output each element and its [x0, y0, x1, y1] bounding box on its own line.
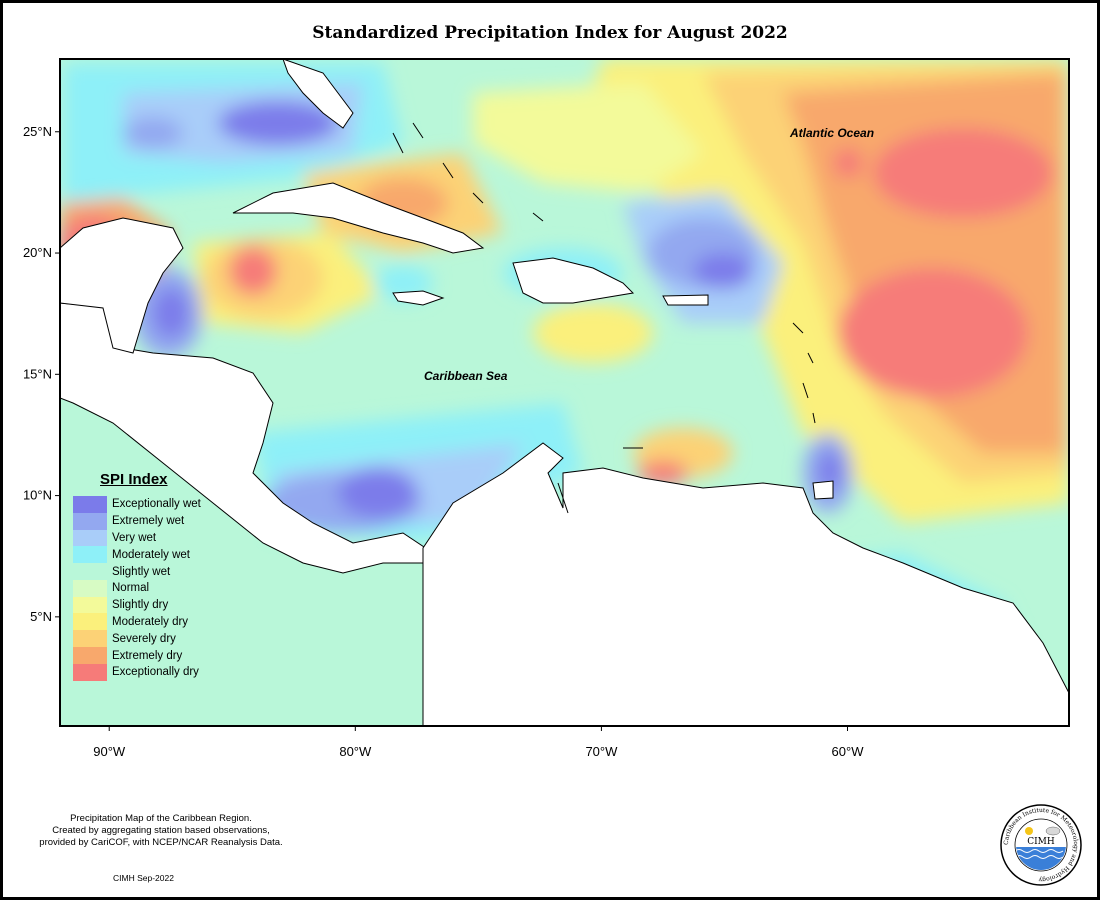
spi-legend: SPI Index Exceptionally wet Extremely wet… [73, 471, 201, 681]
cloud-icon [1045, 826, 1061, 836]
legend-item: Slightly dry [73, 596, 201, 614]
small-islands [392, 122, 816, 514]
latitude-ticks: 25°N 20°N 15°N 10°N 5°N [23, 124, 60, 624]
map-credit: CIMH Sep-2022 [113, 873, 174, 883]
spi-zone-belize-exceptional [153, 288, 189, 338]
legend-label: Normal [112, 582, 150, 595]
legend-swatch [73, 546, 107, 564]
cimh-logo: Caribbean Institute for Meteorology and … [1000, 804, 1082, 886]
legend-label: Severely dry [112, 632, 176, 645]
legend-swatch [73, 596, 107, 614]
legend-item: Moderately dry [73, 613, 201, 631]
legend-swatch [73, 613, 107, 631]
lat-tick-label: 15°N [23, 366, 52, 381]
jamaica-landmass [392, 290, 445, 306]
central-america-landmass [60, 302, 434, 574]
footnote-line: provided by CariCOF, with NCEP/NCAR Rean… [39, 837, 283, 848]
spi-zone-gulf-wet-spot [123, 117, 183, 149]
legend-title: SPI Index [100, 471, 168, 488]
cuba-landmass [232, 182, 485, 254]
precipitation-map: 25°N 20°N 15°N 10°N 5°N 90°W 80°W 70°W 60°W Atl… [23, 58, 1070, 759]
spi-zone-atlantic-exceptional-n [873, 128, 1053, 218]
spi-zone-atlantic-exceptional-s [838, 268, 1028, 398]
spi-zone-west-caribbean-exceptional [229, 247, 277, 295]
legend-label: Exceptionally wet [112, 498, 201, 511]
legend-swatch [73, 630, 107, 648]
legend-label: Slightly dry [112, 599, 169, 612]
spi-zone-trinidad-exceptional [818, 451, 842, 491]
footnote-line: Created by aggregating station based obs… [52, 825, 270, 836]
legend-item: Very wet [73, 529, 201, 547]
land-masses [60, 59, 1069, 726]
lon-tick-label: 90°W [93, 744, 126, 759]
lon-tick-label: 70°W [585, 744, 618, 759]
spi-zone-puerto-rico-exceptional [693, 253, 753, 289]
legend-label: Slightly wet [112, 565, 171, 578]
legend-swatch [73, 647, 107, 665]
trinidad-landmass [812, 480, 834, 500]
legend-swatch [73, 495, 107, 513]
legend-item: Normal [73, 579, 201, 597]
footnote-line: Precipitation Map of the Caribbean Regio… [70, 813, 252, 824]
legend-item: Exceptionally dry [73, 663, 201, 681]
longitude-ticks: 90°W 80°W 70°W 60°W [93, 726, 864, 759]
lon-tick-label: 60°W [832, 744, 865, 759]
legend-item: Moderately wet [73, 546, 201, 564]
legend-label: Moderately wet [112, 548, 190, 561]
legend-label: Exceptionally dry [112, 666, 199, 679]
legend-label: Moderately dry [112, 615, 189, 628]
hispaniola-landmass [512, 257, 635, 304]
map-border [59, 58, 1070, 727]
page-title: Standardized Precipitation Index for Aug… [312, 23, 788, 43]
spi-zone-panama-exceptional [338, 468, 418, 518]
south-america-landmass [422, 442, 1069, 726]
legend-swatch [73, 579, 107, 597]
legend-swatch [73, 663, 107, 681]
spi-zone-atlantic-exceptional-spot [833, 148, 863, 178]
legend-item: Slightly wet [73, 563, 201, 581]
puerto-rico-landmass [662, 294, 709, 306]
legend-items: Exceptionally wet Extremely wet Very wet Mo… [73, 495, 201, 681]
legend-swatch [73, 563, 107, 581]
lat-tick-label: 5°N [30, 609, 52, 624]
lat-tick-label: 25°N [23, 124, 52, 139]
legend-item: Severely dry [73, 630, 201, 648]
lon-tick-label: 80°W [339, 744, 372, 759]
spi-zone-florida-exceptional-wet [218, 101, 338, 145]
spi-zone-bahamas-dry [473, 83, 703, 193]
yucatan-landmass [60, 217, 184, 354]
sun-icon [1025, 827, 1033, 835]
lat-tick-label: 20°N [23, 245, 52, 260]
spi-zone-south-hispaniola-dry [533, 303, 653, 363]
atlantic-ocean-label: Atlantic Ocean [789, 126, 874, 140]
legend-label: Extremely dry [112, 649, 183, 662]
legend-swatch [73, 529, 107, 547]
legend-item: Extremely dry [73, 647, 201, 665]
legend-item: Exceptionally wet [73, 495, 201, 513]
legend-label: Very wet [112, 531, 157, 544]
map-footnote: Precipitation Map of the Caribbean Regio… [11, 813, 311, 849]
legend-swatch [73, 512, 107, 530]
logo-name: CIMH [1027, 837, 1055, 847]
florida-landmass [282, 59, 354, 129]
legend-item: Extremely wet [73, 512, 201, 530]
legend-label: Extremely wet [112, 515, 185, 528]
caribbean-sea-label: Caribbean Sea [424, 369, 508, 383]
lat-tick-label: 10°N [23, 488, 52, 503]
